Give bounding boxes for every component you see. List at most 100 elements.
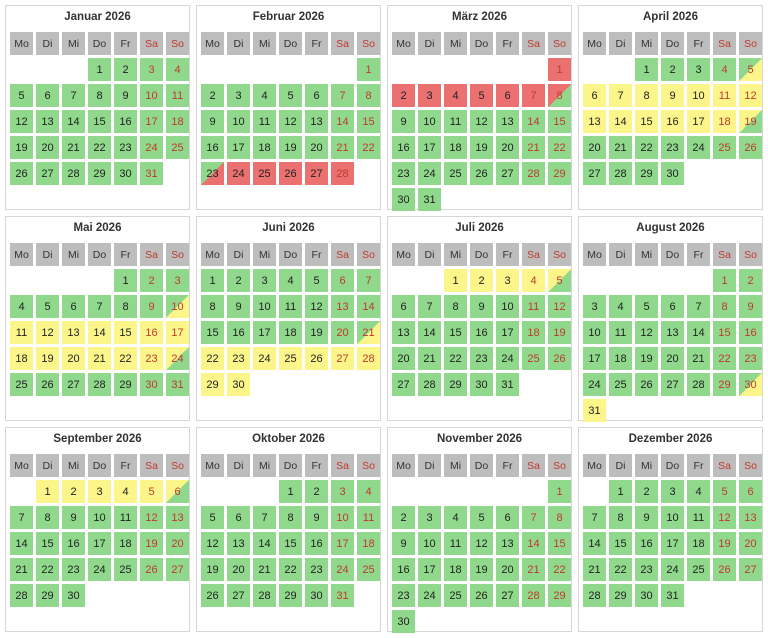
day-cell[interactable]: 14 [357, 295, 380, 318]
day-cell[interactable]: 10 [418, 532, 441, 555]
day-cell[interactable]: 2 [227, 269, 250, 292]
day-cell[interactable]: 28 [253, 584, 276, 607]
day-cell[interactable]: 18 [444, 136, 467, 159]
day-cell[interactable]: 30 [392, 610, 415, 633]
day-cell[interactable]: 14 [418, 321, 441, 344]
day-cell[interactable]: 20 [496, 136, 519, 159]
day-cell[interactable]: 24 [418, 162, 441, 185]
day-cell[interactable]: 10 [418, 110, 441, 133]
day-cell[interactable]: 27 [331, 347, 354, 370]
day-cell[interactable]: 30 [470, 373, 493, 396]
day-cell[interactable]: 15 [609, 532, 632, 555]
day-cell[interactable]: 17 [227, 136, 250, 159]
day-cell[interactable]: 1 [713, 269, 736, 292]
day-cell[interactable]: 15 [635, 110, 658, 133]
day-cell[interactable]: 4 [10, 295, 33, 318]
day-cell[interactable]: 10 [583, 321, 606, 344]
day-cell[interactable]: 9 [227, 295, 250, 318]
day-cell[interactable]: 30 [114, 162, 137, 185]
day-cell[interactable]: 21 [583, 558, 606, 581]
day-cell[interactable]: 21 [357, 321, 380, 344]
day-cell[interactable]: 6 [62, 295, 85, 318]
day-cell[interactable]: 25 [687, 558, 710, 581]
day-cell[interactable]: 12 [201, 532, 224, 555]
day-cell[interactable]: 6 [36, 84, 59, 107]
day-cell[interactable]: 29 [548, 162, 571, 185]
day-cell[interactable]: 25 [279, 347, 302, 370]
day-cell[interactable]: 14 [687, 321, 710, 344]
day-cell[interactable]: 27 [496, 162, 519, 185]
day-cell[interactable]: 8 [279, 506, 302, 529]
day-cell[interactable]: 5 [140, 480, 163, 503]
day-cell[interactable]: 13 [227, 532, 250, 555]
day-cell[interactable]: 22 [713, 347, 736, 370]
day-cell[interactable]: 3 [253, 269, 276, 292]
day-cell[interactable]: 2 [62, 480, 85, 503]
day-cell[interactable]: 21 [253, 558, 276, 581]
day-cell[interactable]: 4 [114, 480, 137, 503]
day-cell[interactable]: 1 [609, 480, 632, 503]
day-cell[interactable]: 20 [583, 136, 606, 159]
day-cell[interactable]: 24 [496, 347, 519, 370]
day-cell[interactable]: 15 [713, 321, 736, 344]
day-cell[interactable]: 26 [36, 373, 59, 396]
day-cell[interactable]: 18 [10, 347, 33, 370]
day-cell[interactable]: 30 [227, 373, 250, 396]
day-cell[interactable]: 15 [36, 532, 59, 555]
day-cell[interactable]: 3 [331, 480, 354, 503]
day-cell[interactable]: 14 [88, 321, 111, 344]
day-cell[interactable]: 26 [140, 558, 163, 581]
day-cell[interactable]: 9 [392, 110, 415, 133]
day-cell[interactable]: 6 [166, 480, 189, 503]
day-cell[interactable]: 23 [62, 558, 85, 581]
day-cell[interactable]: 25 [713, 136, 736, 159]
day-cell[interactable]: 23 [635, 558, 658, 581]
day-cell[interactable]: 31 [140, 162, 163, 185]
day-cell[interactable]: 20 [36, 136, 59, 159]
day-cell[interactable]: 14 [522, 532, 545, 555]
day-cell[interactable]: 4 [444, 84, 467, 107]
day-cell[interactable]: 7 [62, 84, 85, 107]
day-cell[interactable]: 21 [609, 136, 632, 159]
day-cell[interactable]: 9 [661, 84, 684, 107]
day-cell[interactable]: 28 [357, 347, 380, 370]
day-cell[interactable]: 28 [10, 584, 33, 607]
day-cell[interactable]: 2 [470, 269, 493, 292]
day-cell[interactable]: 24 [687, 136, 710, 159]
day-cell[interactable]: 8 [444, 295, 467, 318]
day-cell[interactable]: 30 [661, 162, 684, 185]
day-cell[interactable]: 17 [661, 532, 684, 555]
day-cell[interactable]: 2 [201, 84, 224, 107]
day-cell[interactable]: 25 [114, 558, 137, 581]
day-cell[interactable]: 2 [114, 58, 137, 81]
day-cell[interactable]: 7 [522, 84, 545, 107]
day-cell[interactable]: 11 [713, 84, 736, 107]
day-cell[interactable]: 11 [279, 295, 302, 318]
day-cell[interactable]: 31 [418, 188, 441, 211]
day-cell[interactable]: 5 [470, 84, 493, 107]
day-cell[interactable]: 31 [661, 584, 684, 607]
day-cell[interactable]: 18 [444, 558, 467, 581]
day-cell[interactable]: 30 [739, 373, 762, 396]
day-cell[interactable]: 11 [687, 506, 710, 529]
day-cell[interactable]: 7 [10, 506, 33, 529]
day-cell[interactable]: 27 [227, 584, 250, 607]
day-cell[interactable]: 20 [392, 347, 415, 370]
day-cell[interactable]: 6 [661, 295, 684, 318]
day-cell[interactable]: 28 [88, 373, 111, 396]
day-cell[interactable]: 16 [392, 136, 415, 159]
day-cell[interactable]: 29 [444, 373, 467, 396]
day-cell[interactable]: 13 [739, 506, 762, 529]
day-cell[interactable]: 19 [470, 136, 493, 159]
day-cell[interactable]: 15 [279, 532, 302, 555]
day-cell[interactable]: 25 [444, 162, 467, 185]
day-cell[interactable]: 19 [279, 136, 302, 159]
day-cell[interactable]: 27 [392, 373, 415, 396]
day-cell[interactable]: 13 [62, 321, 85, 344]
day-cell[interactable]: 14 [62, 110, 85, 133]
day-cell[interactable]: 23 [140, 347, 163, 370]
day-cell[interactable]: 29 [201, 373, 224, 396]
day-cell[interactable]: 27 [62, 373, 85, 396]
day-cell[interactable]: 6 [739, 480, 762, 503]
day-cell[interactable]: 19 [713, 532, 736, 555]
